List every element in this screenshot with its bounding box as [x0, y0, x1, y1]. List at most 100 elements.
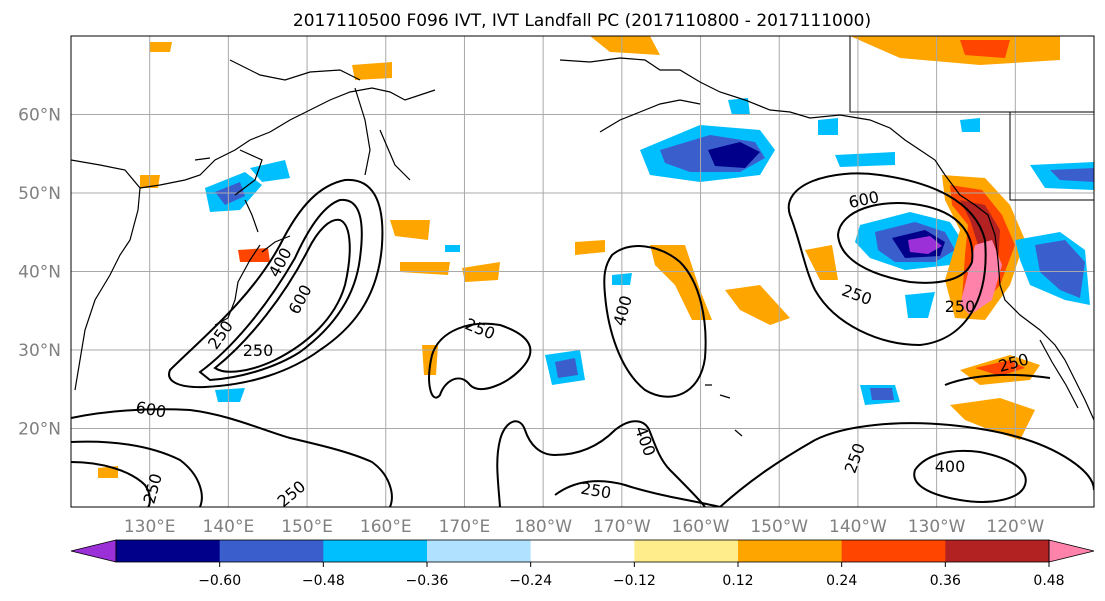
- shaded-patch: [708, 142, 760, 168]
- x-tick-label: 140°W: [829, 517, 887, 537]
- shaded-patch: [650, 245, 712, 320]
- shaded-patch: [725, 285, 790, 325]
- colorbar-tick-label: −0.24: [509, 573, 552, 589]
- colorbar-segment: [427, 540, 532, 562]
- shaded-patch: [555, 358, 578, 378]
- x-tick-label: 150°E: [281, 517, 333, 537]
- x-tick-label: 170°W: [593, 517, 651, 537]
- shaded-patch: [352, 62, 392, 80]
- colorbar-tick-label: −0.36: [406, 573, 449, 589]
- colorbar-tick-label: −0.60: [198, 573, 241, 589]
- x-tick-label: 150°W: [750, 517, 808, 537]
- y-tick-label: 60°N: [18, 106, 61, 126]
- contour-label: 400: [935, 457, 966, 476]
- chart-title: 2017110500 F096 IVT, IVT Landfall PC (20…: [293, 11, 871, 31]
- shaded-patches: [98, 36, 1094, 478]
- shaded-patch: [960, 40, 1010, 58]
- shaded-patch: [445, 245, 460, 252]
- x-tick-label: 130°E: [124, 517, 176, 537]
- shaded-patch: [1050, 168, 1094, 182]
- shaded-patch: [960, 118, 980, 132]
- colorbar-tick-label: 0.24: [826, 573, 857, 589]
- coastline-japan: [214, 199, 291, 326]
- shaded-patch: [250, 160, 290, 182]
- contour-line: [719, 422, 1094, 507]
- ivt-contours: [71, 172, 1094, 507]
- y-tick-labels: 60°N 50°N 40°N 30°N 20°N: [18, 106, 61, 440]
- contour-line: [198, 198, 363, 382]
- contour-line: [168, 178, 384, 389]
- colorbar-segment: [530, 540, 635, 562]
- contour-label: 250: [945, 297, 976, 316]
- contour-line: [554, 480, 721, 507]
- y-tick-label: 30°N: [18, 341, 61, 361]
- shaded-patch: [215, 388, 245, 402]
- x-tick-label: 180°W: [514, 517, 572, 537]
- x-tick-label: 130°W: [908, 517, 966, 537]
- contour-line: [71, 408, 393, 507]
- shaded-patch: [905, 292, 935, 318]
- contour-line: [496, 420, 706, 507]
- x-tick-labels: 130°E 140°E 150°E 160°E 170°E 180°W 170°W 160°W…: [124, 517, 1045, 537]
- map-frame: [70, 35, 1095, 508]
- colorbar-tick-label: −0.12: [613, 573, 656, 589]
- x-tick-label: 120°W: [986, 517, 1044, 537]
- contour-line: [913, 449, 1027, 503]
- contour-line: [213, 218, 351, 373]
- coastlines: [71, 57, 1094, 437]
- graticule: [71, 36, 1094, 507]
- colorbar-tick-label: 0.36: [930, 573, 961, 589]
- shaded-patch: [835, 152, 895, 167]
- contour-line: [836, 202, 974, 284]
- x-tick-label: 160°E: [360, 517, 412, 537]
- coastline-na-west: [944, 174, 1094, 421]
- border-canada-alaska: [849, 36, 1094, 201]
- shaded-patch: [390, 220, 430, 240]
- contour-line: [787, 172, 987, 347]
- colorbar-segment: [219, 540, 324, 562]
- borders: [849, 36, 1094, 201]
- contour-line: [944, 373, 1051, 386]
- contour-label: 250: [243, 341, 274, 360]
- shaded-patch: [1035, 240, 1085, 298]
- shaded-patch: [870, 388, 894, 400]
- x-tick-label: 140°E: [203, 517, 255, 537]
- colorbar-segment: [841, 540, 946, 562]
- x-tick-label: 170°E: [439, 517, 491, 537]
- x-tick-label: 160°W: [672, 517, 730, 537]
- colorbar-segment: [323, 540, 428, 562]
- contour-line: [71, 461, 151, 507]
- colorbar-segment: [116, 540, 221, 562]
- colorbar-tick-labels: −0.60 −0.48 −0.36 −0.24 −0.12 0.12 0.24 0.36 0.4…: [198, 562, 1065, 589]
- shaded-patch: [908, 236, 942, 254]
- y-tick-label: 40°N: [18, 263, 61, 283]
- colorbar-segment: [634, 540, 739, 562]
- colorbar-segment: [945, 540, 1050, 562]
- colorbar-extend-min: [70, 539, 117, 563]
- y-tick-label: 50°N: [18, 184, 61, 204]
- colorbar-tick-label: −0.48: [302, 573, 345, 589]
- contour-line: [603, 245, 707, 398]
- coastline-asia: [71, 59, 436, 391]
- colorbar: [70, 539, 1095, 563]
- colorbar-frame: [115, 539, 1050, 563]
- shaded-patch: [98, 466, 118, 478]
- coastline-baja: [1039, 339, 1079, 409]
- shaded-patch: [590, 36, 660, 55]
- colorbar-segment: [738, 540, 843, 562]
- shaded-patch: [150, 42, 172, 52]
- shaded-patch: [960, 240, 1002, 315]
- coastline-kamchatka: [354, 87, 411, 181]
- shaded-patch: [975, 360, 1025, 376]
- shaded-patch: [818, 118, 838, 135]
- contour-line: [428, 322, 532, 399]
- shaded-patch: [950, 398, 1035, 440]
- colorbar-tick-label: 0.48: [1033, 573, 1064, 589]
- shaded-patch: [575, 240, 605, 255]
- shaded-patch: [728, 98, 750, 115]
- colorbar-extend-max: [1048, 539, 1095, 563]
- coastline-hawaii: [705, 384, 743, 437]
